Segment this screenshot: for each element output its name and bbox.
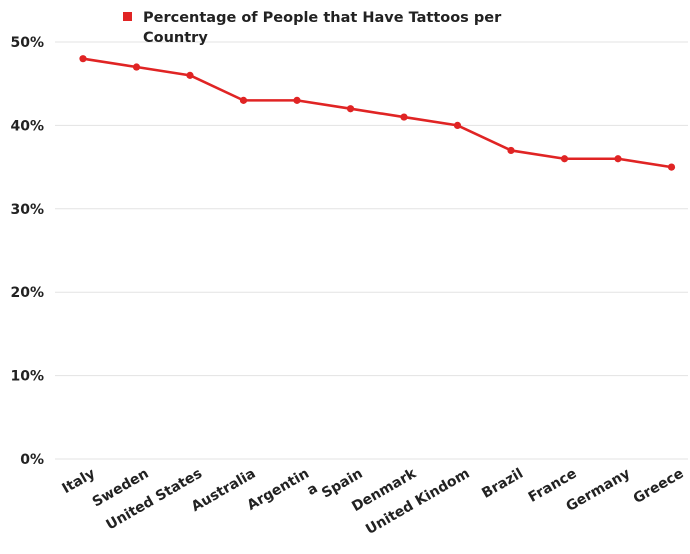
x-tick-label: Greece: [631, 466, 687, 507]
data-point: [347, 105, 354, 112]
x-tick-label: Brazil: [479, 466, 526, 502]
data-point: [614, 155, 621, 162]
legend: Percentage of People that Have Tattoos p…: [123, 10, 502, 46]
y-axis-ticks: 0% 10% 20% 30% 40% 50%: [10, 35, 44, 468]
data-point: [240, 97, 247, 104]
data-point: [79, 55, 86, 62]
gridlines: [55, 42, 688, 459]
data-point: [133, 63, 140, 70]
y-tick-label: 10%: [10, 369, 44, 385]
y-tick-label: 0%: [20, 452, 44, 468]
y-tick-label: 40%: [10, 118, 44, 134]
series: [79, 55, 675, 171]
legend-label-line-1: Percentage of People that Have Tattoos p…: [143, 10, 502, 26]
data-point: [400, 113, 407, 120]
x-tick-label: Italy: [59, 466, 98, 497]
legend-label-line-2: Country: [143, 30, 208, 46]
y-tick-label: 50%: [10, 35, 44, 51]
data-point: [561, 155, 568, 162]
y-tick-label: 30%: [10, 202, 44, 218]
data-point: [668, 164, 675, 171]
legend-swatch: [123, 12, 132, 21]
series-line: [83, 59, 672, 167]
data-point: [186, 72, 193, 79]
data-point: [507, 147, 514, 154]
x-tick-label: United States: [103, 466, 205, 534]
data-point: [454, 122, 461, 129]
y-tick-label: 20%: [10, 285, 44, 301]
data-point: [293, 97, 300, 104]
